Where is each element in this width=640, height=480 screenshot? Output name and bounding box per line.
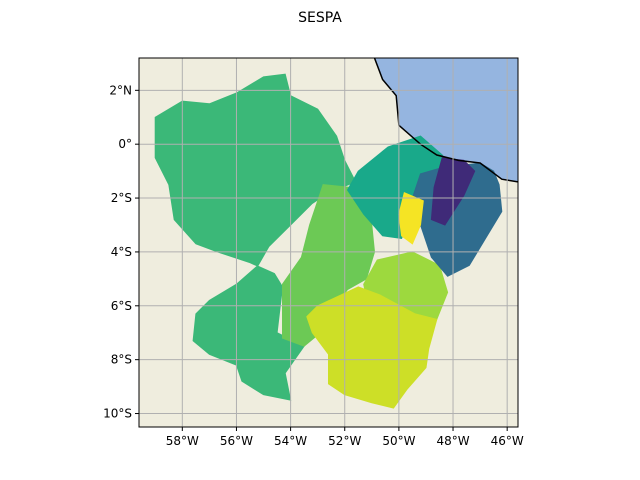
south-region	[306, 286, 438, 409]
y-tick-label: 2°N	[109, 83, 132, 97]
map-layer	[154, 58, 518, 409]
regions-layer	[154, 73, 503, 409]
ocean	[374, 58, 518, 182]
y-tick-label: 10°S	[103, 407, 132, 421]
y-tick-label: 8°S	[111, 353, 132, 367]
x-tick-label: 48°W	[436, 434, 469, 448]
x-axis-ticks: 58°W 56°W 54°W 52°W 50°W 48°W 46°W	[166, 427, 524, 448]
y-tick-label: 2°S	[111, 191, 132, 205]
gridlines	[139, 58, 518, 427]
y-tick-label: 0°	[118, 137, 132, 151]
y-axis-ticks: 2°N 0° 2°S 4°S 6°S 8°S 10°S	[103, 83, 139, 421]
x-tick-label: 54°W	[274, 434, 307, 448]
x-tick-label: 56°W	[220, 434, 253, 448]
map-title: SESPA	[298, 10, 342, 26]
x-tick-label: 52°W	[328, 434, 361, 448]
coastline	[373, 58, 518, 183]
plot-frame	[138, 57, 519, 428]
y-tick-label: 6°S	[111, 299, 132, 313]
x-tick-label: 46°W	[491, 434, 524, 448]
y-tick-label: 4°S	[111, 245, 132, 259]
x-tick-label: 58°W	[166, 434, 199, 448]
x-tick-label: 50°W	[382, 434, 415, 448]
